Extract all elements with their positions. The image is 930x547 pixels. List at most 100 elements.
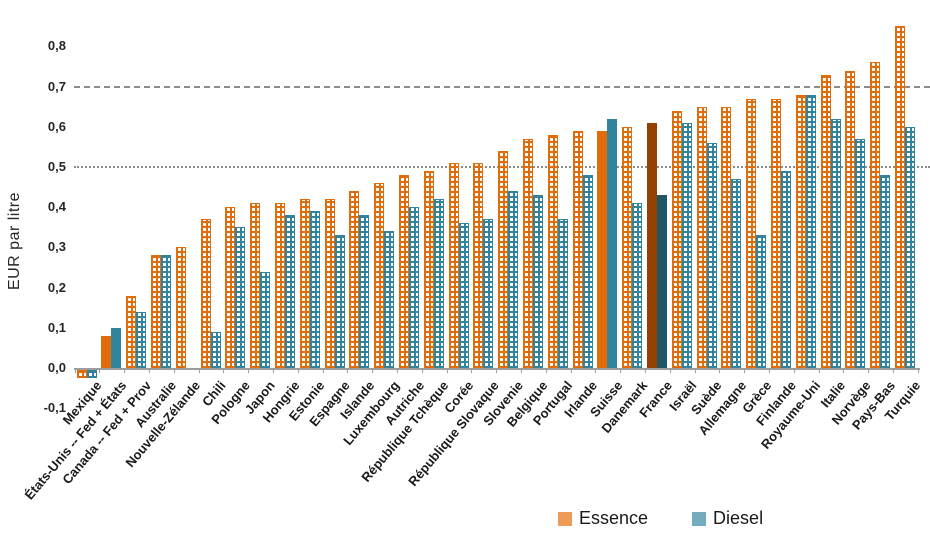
bar-essence	[423, 171, 434, 368]
bar-essence	[646, 122, 657, 368]
x-axis-tick	[396, 368, 398, 373]
x-axis-tick	[347, 368, 349, 373]
bar-diesel	[408, 207, 419, 368]
bar-diesel	[284, 215, 295, 368]
y-tick-label: 0,6	[47, 118, 66, 134]
y-tick-label: 0,3	[47, 239, 66, 255]
bar-diesel	[880, 175, 891, 368]
bar-diesel	[136, 311, 147, 368]
x-axis-tick	[272, 368, 274, 373]
bar-diesel	[384, 231, 395, 368]
x-axis-tick	[694, 368, 696, 373]
bar-diesel	[334, 235, 345, 368]
bar-essence	[299, 199, 310, 368]
y-tick-label: 0,5	[47, 159, 66, 174]
x-axis-tick	[421, 368, 423, 373]
x-axis-tick	[644, 368, 646, 373]
bar-diesel	[532, 195, 543, 368]
x-axis-tick	[471, 368, 473, 373]
x-axis-tick	[768, 368, 770, 373]
bar-diesel	[904, 126, 915, 368]
y-tick-label: 0,8	[47, 38, 66, 54]
bar-diesel	[235, 227, 246, 368]
x-axis-tick	[173, 368, 175, 373]
x-axis-tick	[372, 368, 374, 373]
bar-diesel	[86, 370, 97, 379]
bar-essence	[398, 175, 409, 368]
bar-essence	[671, 110, 682, 368]
bar-diesel	[681, 122, 692, 368]
x-axis-tick	[496, 368, 498, 373]
x-axis-tick	[917, 368, 919, 373]
x-axis-tick	[124, 368, 126, 373]
bar-essence	[324, 199, 335, 368]
y-tick-label: 0,1	[47, 319, 66, 335]
bar-diesel	[632, 203, 643, 368]
bar-essence	[746, 98, 757, 368]
legend-label-essence: Essence	[579, 508, 649, 528]
x-axis-tick	[744, 368, 746, 373]
bar-essence	[547, 134, 558, 368]
bar-diesel	[111, 327, 122, 368]
bar-diesel	[780, 171, 791, 368]
x-axis-tick	[322, 368, 324, 373]
bar-diesel	[210, 331, 221, 368]
bar-diesel	[805, 94, 816, 368]
x-axis-tick	[620, 368, 622, 373]
x-axis-tick	[595, 368, 597, 373]
x-axis-tick	[198, 368, 200, 373]
y-tick-label: 0,2	[47, 279, 66, 295]
y-tick-label: -0,1	[43, 400, 66, 416]
bar-diesel	[607, 118, 618, 368]
bar-essence	[572, 130, 583, 368]
bar-diesel	[706, 142, 717, 368]
bar-diesel	[582, 175, 593, 368]
bar-diesel	[830, 118, 841, 368]
bar-diesel	[359, 215, 370, 368]
bar-diesel	[557, 219, 568, 368]
bar-essence	[473, 162, 484, 368]
bar-diesel	[309, 211, 320, 368]
gridline	[74, 85, 930, 88]
bar-essence	[721, 106, 732, 368]
bar-essence	[126, 295, 137, 368]
bar-essence	[250, 203, 261, 368]
bar-essence	[101, 335, 112, 368]
bar-diesel	[656, 195, 667, 368]
bar-diesel	[756, 235, 767, 368]
bar-diesel	[483, 219, 494, 368]
legend: Essence Diesel	[558, 508, 763, 529]
x-axis-tick	[793, 368, 795, 373]
bar-essence	[894, 26, 905, 368]
bar-essence	[150, 255, 161, 368]
bar-essence	[696, 106, 707, 368]
x-axis-tick	[843, 368, 845, 373]
bar-diesel	[160, 255, 171, 368]
x-axis-tick	[297, 368, 299, 373]
bar-essence	[274, 203, 285, 368]
x-axis-tick	[892, 368, 894, 373]
bar-diesel	[458, 223, 469, 368]
x-axis-tick	[545, 368, 547, 373]
bar-essence	[597, 130, 608, 368]
x-axis-tick	[446, 368, 448, 373]
bar-diesel	[433, 199, 444, 368]
bar-essence	[448, 162, 459, 368]
bar-essence	[200, 219, 211, 368]
x-axis-tick	[148, 368, 150, 373]
x-axis-tick	[719, 368, 721, 373]
bar-diesel	[508, 191, 519, 368]
bar-essence	[175, 247, 186, 368]
bar-essence	[522, 138, 533, 368]
x-axis-tick	[868, 368, 870, 373]
x-axis-tick	[669, 368, 671, 373]
bar-essence	[349, 191, 360, 368]
x-axis-tick	[520, 368, 522, 373]
x-axis-label: États-Unis -- Fed + États	[21, 378, 130, 503]
diesel-swatch-icon	[692, 511, 707, 526]
bar-essence	[820, 74, 831, 368]
bar-essence	[498, 150, 509, 368]
x-axis-tick	[74, 368, 76, 373]
essence-swatch-icon	[558, 511, 572, 526]
